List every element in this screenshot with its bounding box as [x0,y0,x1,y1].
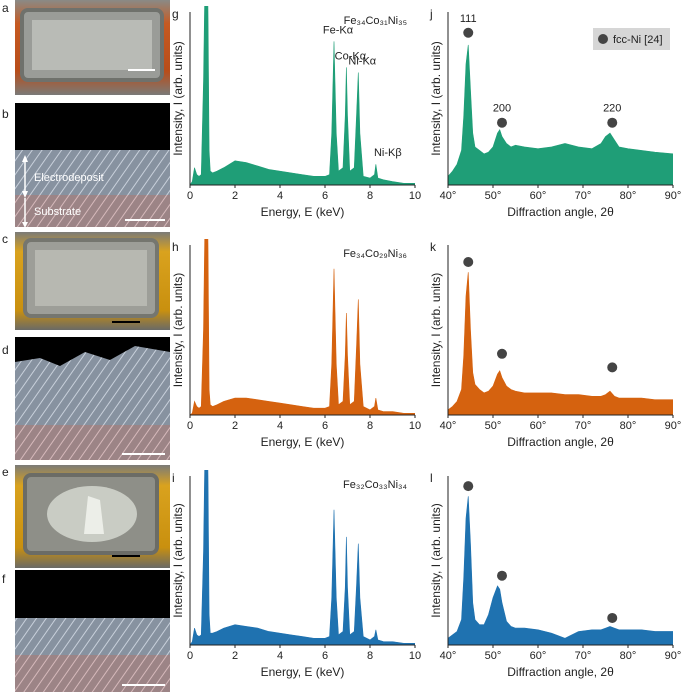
peak-label: Fe-Kα [323,24,354,36]
spectrum-area [190,6,415,185]
peak-label: Ni-Kα [348,56,376,68]
peak-marker [497,348,507,359]
spectrum-area [448,496,673,645]
x-tick-label: 90° [665,420,682,432]
peak-label: Ni-Kβ [374,147,402,159]
composition-title: Fe₃₂Co₃₃Ni₃₄ [343,479,407,491]
panel-label: d [2,343,9,357]
legend-marker [598,34,608,44]
x-axis-label: Energy, E (keV) [261,665,345,679]
x-tick-label: 0 [187,420,193,432]
x-tick-label: 80° [620,420,637,432]
panel-label: b [2,107,9,121]
panel-label: g [172,7,179,21]
photo-annotation: Substrate [34,206,81,218]
panel-label: k [430,240,437,254]
x-tick-label: 8 [367,650,373,662]
x-axis-label: Energy, E (keV) [261,435,345,449]
x-tick-label: 2 [232,650,238,662]
peak-marker [607,612,618,623]
x-tick-label: 40° [440,420,457,432]
x-axis-label: Diffraction angle, 2θ [507,665,614,679]
panel-label: h [172,240,179,254]
x-tick-label: 6 [322,650,328,662]
spectrum-area [448,272,673,415]
y-axis-label: Intensity, I (arb. units) [171,503,185,618]
x-tick-label: 40° [440,650,457,662]
x-tick-label: 8 [367,190,373,202]
photo-d [15,337,170,460]
y-axis-label: Intensity, I (arb. units) [171,41,185,156]
y-axis-label: Intensity, I (arb. units) [429,41,443,156]
x-tick-label: 40° [440,190,457,202]
panel-label: j [429,7,433,21]
x-tick-label: 8 [367,420,373,432]
x-axis-label: Energy, E (keV) [261,205,345,219]
panel-label: f [2,572,6,586]
x-tick-label: 70° [575,190,592,202]
x-tick-label: 2 [232,190,238,202]
legend-box [593,28,670,50]
photo-b [15,103,170,228]
peak-marker [607,117,618,128]
x-tick-label: 10 [409,190,421,202]
x-tick-label: 4 [277,420,283,432]
x-tick-label: 10 [409,420,421,432]
x-tick-label: 70° [575,650,592,662]
x-tick-label: 2 [232,420,238,432]
y-axis-label: Intensity, I (arb. units) [429,503,443,618]
spectrum-area [448,44,673,185]
composition-title: Fe₃₄Co₂₉Ni₃₆ [343,248,407,260]
x-tick-label: 50° [485,650,502,662]
marker-label: 111 [460,13,477,25]
photo-a [15,0,170,95]
photo-f [15,570,170,692]
marker-label: 200 [493,103,511,115]
panel-label: e [2,465,9,479]
x-tick-label: 10 [409,650,421,662]
x-tick-label: 4 [277,190,283,202]
panel-label: i [172,471,175,485]
panel-label: c [2,232,8,246]
spectrum-area [190,239,415,415]
x-tick-label: 60° [530,190,547,202]
x-tick-label: 0 [187,190,193,202]
photo-e [15,465,170,568]
legend-label: fcc-Ni [24] [613,34,663,46]
panel-label: a [2,1,9,15]
spectrum-area [190,470,415,645]
x-tick-label: 50° [485,190,502,202]
peak-marker [607,362,618,373]
x-tick-label: 80° [620,190,637,202]
peak-label: Co-Kα [335,50,367,62]
x-tick-label: 50° [485,420,502,432]
x-axis-label: Diffraction angle, 2θ [507,205,614,219]
x-axis-label: Diffraction angle, 2θ [507,435,614,449]
x-tick-label: 70° [575,420,592,432]
x-tick-label: 60° [530,650,547,662]
photo-c [15,232,170,330]
x-tick-label: 60° [530,420,547,432]
peak-marker [463,257,474,267]
y-axis-label: Intensity, I (arb. units) [171,273,185,388]
photo-annotation: Electrodeposit [34,172,104,184]
x-tick-label: 4 [277,650,283,662]
peak-marker [497,570,507,581]
x-tick-label: 80° [620,650,637,662]
panel-label: l [430,471,433,485]
composition-title: Fe₃₄Co₃₁Ni₃₅ [344,15,407,27]
marker-label: 220 [603,103,621,115]
y-axis-label: Intensity, I (arb. units) [429,273,443,388]
peak-marker [463,27,474,38]
x-tick-label: 6 [322,420,328,432]
x-tick-label: 90° [665,650,682,662]
peak-marker [463,481,474,492]
x-tick-label: 0 [187,650,193,662]
x-tick-label: 90° [665,190,682,202]
peak-marker [497,117,507,128]
x-tick-label: 6 [322,190,328,202]
